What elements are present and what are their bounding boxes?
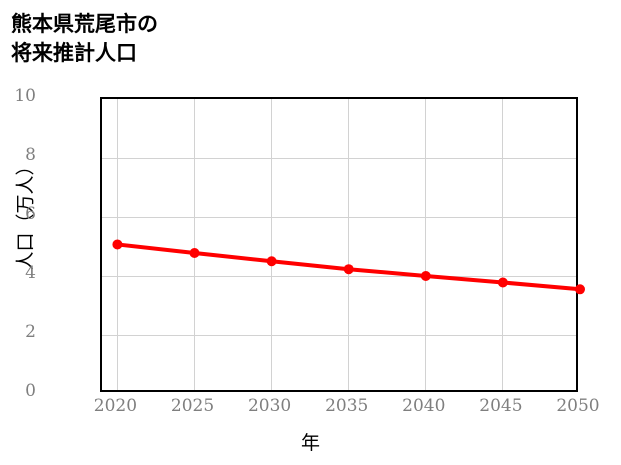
y-axis-tick-label: 6	[25, 204, 36, 224]
data-series-layer	[112, 239, 585, 295]
y-axis-tick-label: 4	[25, 263, 36, 283]
gridline-vertical	[348, 99, 350, 390]
plot-area	[100, 97, 585, 392]
gridline-horizontal	[102, 216, 576, 218]
data-point-marker	[575, 284, 585, 295]
data-point-marker	[189, 247, 200, 258]
x-axis-tick-label: 2050	[556, 396, 600, 416]
gridline-vertical	[502, 99, 504, 390]
x-axis-tick-label: 2035	[325, 396, 369, 416]
x-axis-tick-label: 2020	[93, 396, 138, 416]
gridline-horizontal	[102, 334, 576, 336]
data-point-marker	[497, 277, 508, 288]
gridline-vertical	[425, 99, 427, 390]
gridline-vertical	[194, 99, 196, 390]
data-point-marker	[266, 256, 277, 267]
data-point-marker	[112, 239, 123, 250]
x-axis-label: 年	[300, 432, 320, 454]
y-axis-tick-label: 0	[25, 381, 36, 401]
x-axis-tick-label: 2045	[479, 396, 523, 416]
data-point-marker	[420, 271, 431, 281]
y-axis-tick-label: 8	[25, 145, 36, 165]
data-point-marker	[343, 264, 354, 275]
gridline-horizontal	[102, 275, 576, 277]
x-axis-tick-label: 2025	[170, 396, 215, 416]
chart-title-line-2: 将来推計人口	[11, 41, 137, 65]
chart-title: 熊本県荒尾市の 将来推計人口	[11, 10, 158, 68]
y-axis-tick-label: 2	[25, 322, 36, 342]
y-axis-tick-label: 10	[14, 86, 36, 106]
gridline-vertical	[271, 99, 273, 390]
x-axis-tick-label: 2030	[247, 396, 292, 416]
chart-title-line-1: 熊本県荒尾市の	[11, 12, 158, 36]
x-axis-tick-label: 2040	[402, 396, 446, 416]
gridline-horizontal	[102, 157, 576, 159]
